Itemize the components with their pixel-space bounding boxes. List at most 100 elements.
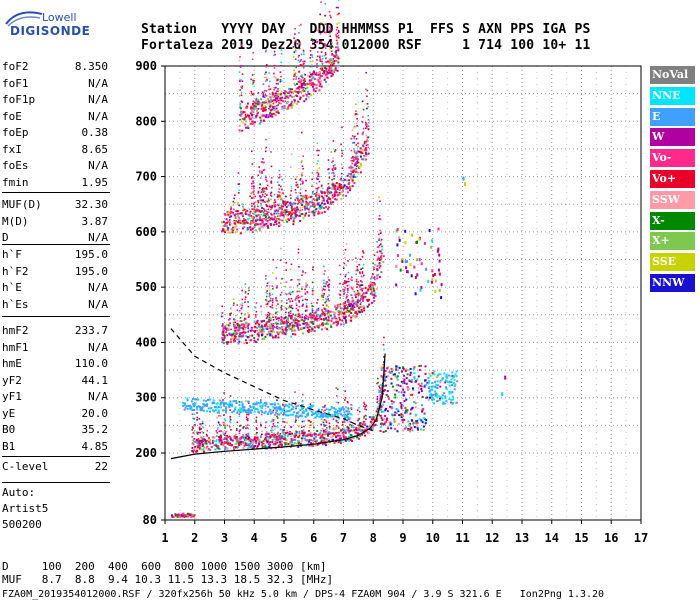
echo-point [287, 92, 290, 95]
echo-point [394, 411, 397, 414]
echo-point [356, 312, 359, 315]
echo-point [320, 206, 323, 209]
echo-point [294, 212, 297, 215]
echo-point [326, 200, 329, 203]
echo-point [262, 446, 265, 449]
echo-point [359, 271, 361, 273]
echo-point [307, 318, 309, 321]
echo-point [238, 124, 241, 127]
echo-point [307, 413, 310, 416]
echo-point [267, 226, 270, 229]
echo-point [337, 186, 340, 189]
echo-point [197, 405, 200, 408]
echo-point [310, 79, 313, 81]
echo-point [370, 286, 373, 289]
echo-point [261, 329, 263, 331]
echo-point [298, 441, 300, 444]
echo-point [353, 141, 356, 144]
echo-point [360, 429, 363, 432]
echo-point [278, 225, 281, 227]
echo-point [329, 35, 331, 37]
echo-point [259, 226, 262, 229]
echo-point [269, 80, 271, 83]
param-row: B0 35.2 [2, 423, 108, 437]
echo-point [413, 376, 416, 379]
echo-point [311, 309, 314, 312]
echo-point [244, 339, 247, 342]
echo-point [269, 109, 272, 112]
echo-point [279, 99, 282, 102]
echo-point [362, 405, 365, 407]
echo-point [280, 247, 282, 250]
echo-point [324, 206, 327, 208]
echo-point [245, 418, 248, 421]
echo-point [417, 375, 420, 378]
echo-point [346, 299, 348, 301]
echo-point [233, 302, 235, 305]
echo-point [276, 439, 279, 442]
echo-point [362, 287, 364, 290]
echo-point [316, 38, 318, 41]
echo-point [342, 289, 345, 292]
echo-point [376, 241, 378, 243]
echo-point [343, 428, 346, 431]
echo-point [296, 322, 299, 325]
echo-point [239, 104, 241, 106]
echo-point [335, 425, 338, 427]
echo-point [239, 80, 241, 83]
echo-point [328, 409, 331, 412]
param-row: fxI 8.65 [2, 143, 108, 157]
echo-point [356, 286, 358, 288]
echo-point [230, 429, 232, 431]
echo-point [364, 406, 367, 408]
echo-point [299, 183, 302, 186]
echo-point [348, 431, 350, 434]
echo-point [341, 172, 343, 175]
echo-point [197, 433, 199, 435]
echo-point [341, 433, 344, 436]
echo-point [299, 179, 301, 181]
echo-point [239, 221, 241, 224]
echo-point [280, 411, 283, 414]
echo-point [297, 80, 300, 83]
echo-point [445, 387, 448, 390]
echo-point [301, 288, 303, 290]
echo-point [353, 315, 356, 318]
echo-point [308, 405, 311, 408]
echo-point [238, 430, 241, 432]
echo-point [302, 407, 304, 410]
echo-point [332, 188, 335, 190]
echo-point [252, 196, 255, 199]
echo-point [245, 342, 248, 344]
echo-point [245, 211, 247, 213]
echo-point [260, 98, 263, 101]
echo-point [264, 50, 267, 53]
echo-point [422, 425, 425, 428]
echo-point [287, 414, 290, 417]
echo-point [361, 267, 364, 269]
echo-point [323, 410, 325, 413]
echo-point [240, 107, 243, 110]
echo-point [312, 313, 315, 315]
echo-point [319, 432, 322, 435]
echo-point [264, 437, 267, 440]
echo-point [241, 221, 244, 224]
echo-point [311, 411, 314, 414]
echo-point [286, 299, 288, 302]
echo-point [225, 411, 227, 414]
echo-point [377, 233, 380, 236]
echo-point [232, 400, 235, 403]
echo-point [447, 381, 449, 384]
echo-point [410, 380, 413, 383]
echo-point [279, 196, 281, 198]
echo-point [277, 99, 280, 102]
echo-point [305, 286, 308, 288]
echo-point [372, 262, 374, 265]
echo-point [238, 404, 241, 407]
echo-point [394, 396, 397, 399]
echo-point [316, 149, 318, 152]
echo-point [265, 432, 268, 435]
x-tick-label: 11 [455, 531, 469, 545]
echo-point [311, 56, 314, 58]
echo-point [325, 420, 328, 422]
